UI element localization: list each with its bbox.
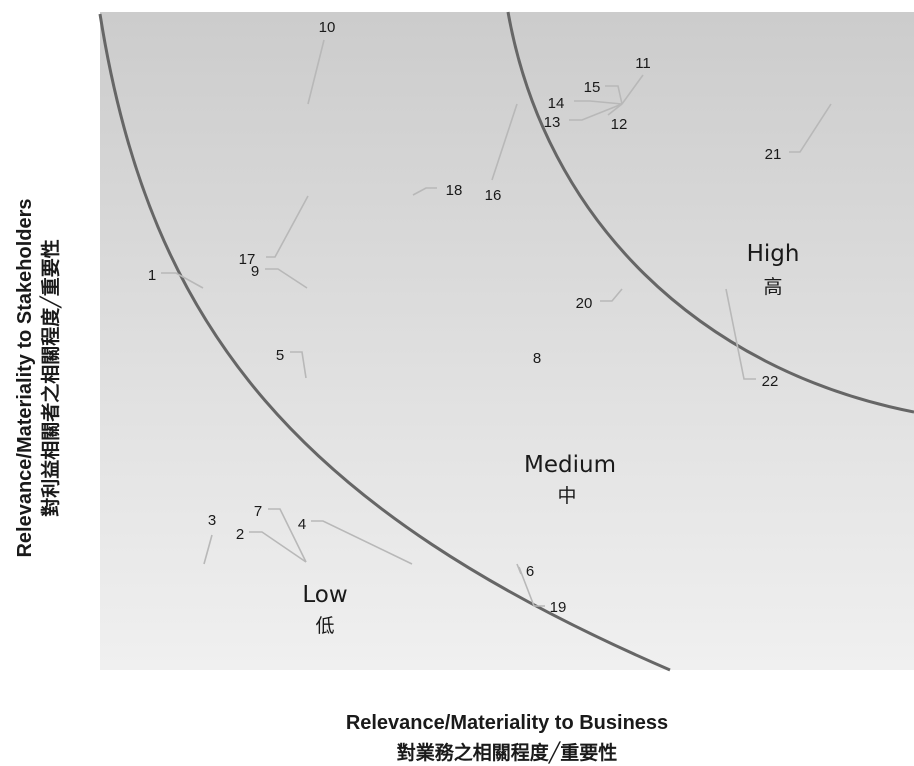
leader-lines <box>161 39 832 607</box>
leader-line-14 <box>574 100 623 105</box>
issue-label-6: 6 <box>526 563 534 580</box>
issue-label-9: 9 <box>251 263 259 280</box>
leader-line-20 <box>600 288 623 302</box>
issue-label-17: 17 <box>239 251 256 268</box>
leader-line-1 <box>161 272 204 289</box>
leader-line-3 <box>203 534 213 565</box>
issue-label-10: 10 <box>319 19 336 36</box>
leader-line-5 <box>290 351 307 379</box>
leader-line-11 <box>621 74 644 105</box>
leader-line-21 <box>789 103 832 153</box>
leader-line-12 <box>607 103 623 116</box>
x-axis-label-zh: 對業務之相關程度╱重要性 <box>396 742 618 764</box>
leader-line-19 <box>518 566 545 607</box>
y-axis-label: Relevance/Materiality to Stakeholders <box>14 198 36 558</box>
leader-line-22 <box>725 288 756 380</box>
issue-label-3: 3 <box>208 512 216 529</box>
leader-line-16 <box>491 103 518 181</box>
leader-line-17 <box>266 195 309 258</box>
issue-label-1: 1 <box>148 267 156 284</box>
issue-label-11: 11 <box>635 55 651 72</box>
leader-line-2 <box>249 531 307 563</box>
leader-line-7 <box>268 508 307 563</box>
issue-label-14: 14 <box>548 95 565 112</box>
issue-label-15: 15 <box>584 79 601 96</box>
issue-label-13: 13 <box>544 114 561 131</box>
zone-label-medium-zh: 中 <box>557 485 576 507</box>
leader-line-10 <box>307 39 325 105</box>
y-axis-label-block: Relevance/Materiality to Stakeholders 對利… <box>12 158 64 598</box>
plot-area <box>100 12 914 670</box>
issue-label-21: 21 <box>765 146 782 163</box>
issue-label-7: 7 <box>254 503 262 520</box>
medium-high-boundary <box>506 11 914 414</box>
issue-label-16: 16 <box>485 187 502 204</box>
leader-line-15 <box>605 85 623 105</box>
leader-line-18 <box>412 187 437 196</box>
leader-line-13 <box>569 103 623 121</box>
issue-label-22: 22 <box>762 373 779 390</box>
zone-label-high: High <box>747 241 800 267</box>
zone-label-high-zh: 高 <box>763 276 782 298</box>
zone-labels: Low 低 Medium 中 High 高 <box>302 241 799 637</box>
issue-label-20: 20 <box>576 295 593 312</box>
issue-label-12: 12 <box>611 116 628 133</box>
issue-label-18: 18 <box>446 182 463 199</box>
zone-label-medium: Medium <box>524 452 616 478</box>
leader-line-4 <box>311 520 413 565</box>
issue-label-19: 19 <box>550 599 567 616</box>
issue-label-8: 8 <box>533 350 541 367</box>
zone-label-low-zh: 低 <box>315 615 334 637</box>
low-medium-boundary <box>98 13 671 672</box>
leader-line-9 <box>265 268 308 289</box>
zone-label-low: Low <box>302 582 347 608</box>
y-axis-label-zh: 對利益相關者之相關程度╱重要性 <box>40 239 62 517</box>
x-axis-label: Relevance/Materiality to Business <box>345 712 669 734</box>
issue-label-4: 4 <box>298 516 306 533</box>
issue-label-2: 2 <box>236 526 244 543</box>
issue-label-5: 5 <box>276 347 284 364</box>
